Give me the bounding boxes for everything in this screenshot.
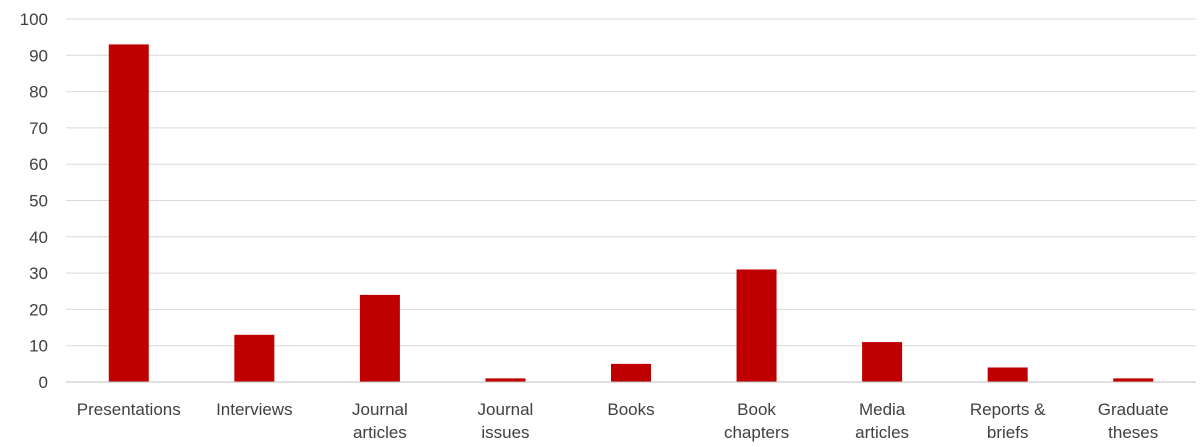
bar <box>1113 378 1154 382</box>
bars <box>108 44 1154 382</box>
x-tick-label: chapters <box>724 423 789 442</box>
y-tick-label: 60 <box>29 155 48 174</box>
y-tick-label: 20 <box>29 300 48 319</box>
x-tick-label: Media <box>859 400 906 419</box>
y-tick-label: 10 <box>29 337 48 356</box>
x-tick-labels: Presentations Interviews Journal articles Jo… <box>77 400 1169 442</box>
x-tick-label: theses <box>1108 423 1158 442</box>
x-tick-label: Books <box>607 400 654 419</box>
bar <box>108 44 149 382</box>
x-tick-label: issues <box>481 423 529 442</box>
bar <box>862 342 903 382</box>
y-tick-label: 0 <box>39 373 48 392</box>
bar <box>485 378 526 382</box>
y-tick-label: 70 <box>29 119 48 138</box>
bar <box>611 363 651 382</box>
bar <box>359 294 400 382</box>
y-tick-label: 40 <box>29 228 48 247</box>
x-tick-label: Graduate <box>1098 400 1169 419</box>
x-tick-label: articles <box>855 423 909 442</box>
y-tick-label: 50 <box>29 192 48 211</box>
x-tick-label: Presentations <box>77 400 181 419</box>
bar <box>736 269 777 382</box>
x-tick-label: articles <box>353 423 407 442</box>
gridlines <box>66 18 1196 347</box>
x-tick-label: Journal <box>352 400 408 419</box>
y-tick-label: 30 <box>29 264 48 283</box>
y-tick-label: 90 <box>29 46 48 65</box>
x-tick-label: Reports & <box>970 400 1046 419</box>
y-tick-labels: 0 10 20 30 40 50 60 70 80 90 100 <box>20 10 48 392</box>
bar <box>987 367 1028 382</box>
y-tick-label: 80 <box>29 83 48 102</box>
x-tick-label: Book <box>737 400 776 419</box>
bar <box>234 334 275 382</box>
x-tick-label: Journal <box>478 400 534 419</box>
y-tick-label: 100 <box>20 10 48 29</box>
x-tick-label: Interviews <box>216 400 293 419</box>
x-tick-label: briefs <box>987 423 1029 442</box>
